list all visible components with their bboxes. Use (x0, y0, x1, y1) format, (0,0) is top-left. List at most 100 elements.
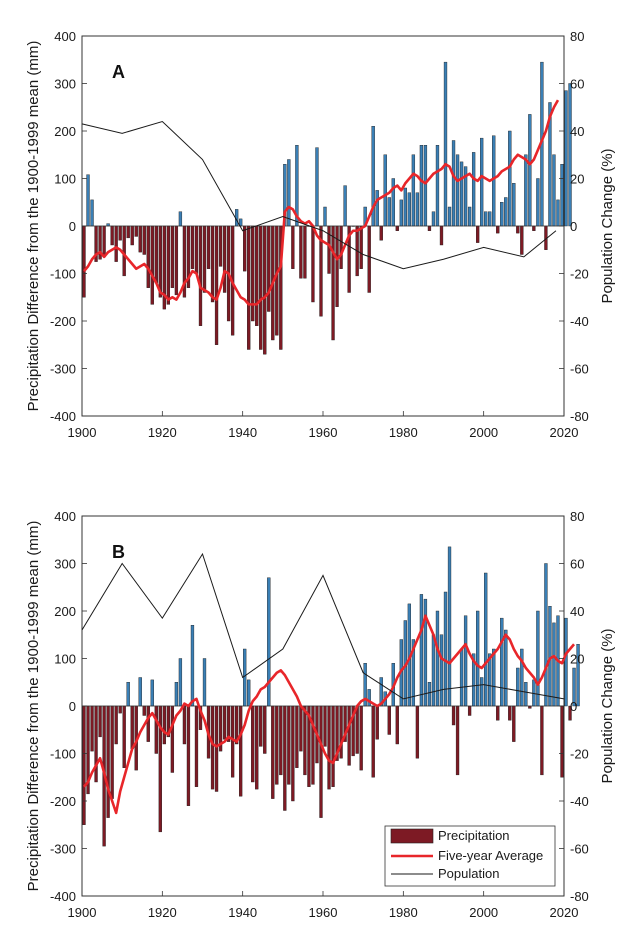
precipitation-bar (162, 705, 166, 745)
y-tick: -200 (50, 794, 76, 809)
y-tick: -400 (50, 409, 76, 424)
precipitation-bar (331, 225, 335, 341)
panel-b: B 400 300 200 100 0 -100 -200 -300 -400 … (25, 509, 616, 920)
precipitation-bar (399, 199, 403, 227)
precipitation-bar (492, 648, 496, 707)
precipitation-bar (291, 225, 295, 269)
precipitation-bar (552, 622, 556, 707)
precipitation-bar (343, 185, 347, 227)
precipitation-bar (174, 682, 179, 707)
precipitation-bar (516, 225, 520, 234)
precipitation-bar (110, 225, 114, 246)
precipitation-bar (275, 225, 279, 336)
precipitation-bar (419, 145, 424, 227)
precipitation-bar (395, 225, 399, 231)
y2-tick: -40 (570, 314, 589, 329)
precipitation-bar (295, 705, 299, 768)
precipitation-bar (435, 145, 440, 227)
precipitation-bar (303, 705, 307, 776)
precipitation-bar (564, 617, 568, 707)
y-tick: 0 (69, 699, 76, 714)
precipitation-bar (247, 679, 251, 707)
precipitation-bar (339, 225, 343, 269)
precipitation-bar (459, 161, 464, 227)
precipitation-bar (560, 705, 564, 778)
precipitation-bar (311, 705, 315, 785)
precipitation-bar (291, 705, 295, 802)
precipitation-bar (375, 190, 379, 227)
precipitation-bar (222, 225, 227, 293)
precipitation-bar (423, 145, 428, 227)
precipitation-bar (303, 225, 307, 279)
precipitation-bar (210, 225, 215, 303)
y2-tick: 20 (570, 652, 584, 667)
legend-population-label: Population (438, 866, 499, 881)
precipitation-bar (279, 705, 283, 776)
precipitation-bar (492, 135, 496, 227)
precipitation-bar (451, 140, 456, 227)
y-tick: 100 (54, 652, 76, 667)
precipitation-bar (383, 154, 387, 227)
precipitation-bar (110, 705, 114, 799)
precipitation-bar (194, 225, 199, 274)
y-tick: -100 (50, 267, 76, 282)
precipitation-bar (230, 705, 235, 778)
precipitation-bar (154, 705, 158, 754)
x-tick: 2000 (469, 905, 498, 920)
precipitation-bar (287, 705, 291, 785)
precipitation-bar (150, 225, 154, 305)
precipitation-bar (150, 679, 154, 707)
precipitation-bar (218, 225, 223, 267)
precipitation-bar (271, 705, 275, 799)
precipitation-bar (496, 225, 500, 234)
precipitation-bar (407, 192, 412, 227)
precipitation-bar (243, 648, 247, 707)
precipitation-bar (134, 225, 138, 237)
precipitation-bar (323, 206, 327, 227)
precipitation-bar (255, 225, 259, 326)
precipitation-bar (118, 225, 122, 241)
precipitation-bar (327, 705, 331, 790)
x-tick: 1920 (148, 905, 177, 920)
precipitation-bar (355, 705, 359, 754)
precipitation-bar (379, 225, 383, 241)
y2-tick: -20 (570, 267, 589, 282)
precipitation-bar (367, 225, 371, 293)
x-tick: 1900 (68, 905, 97, 920)
precipitation-bar (182, 705, 187, 745)
x-tick: 1960 (309, 905, 338, 920)
legend: Precipitation Five-year Average Populati… (384, 825, 556, 887)
precipitation-bar (146, 225, 150, 288)
population-line (81, 552, 565, 700)
precipitation-bar (142, 225, 146, 255)
x-tick: 1960 (309, 425, 338, 440)
precipitation-bar (198, 225, 203, 326)
precipitation-bar (431, 211, 436, 227)
precipitation-bar (484, 572, 488, 707)
precipitation-bar (427, 682, 432, 707)
x-tick: 2020 (550, 905, 579, 920)
precipitation-bar (251, 225, 255, 322)
precipitation-bar (512, 183, 516, 227)
precipitation-bar (411, 154, 416, 227)
precipitation-bar (194, 705, 199, 787)
y2-tick: -20 (570, 747, 589, 762)
precipitation-bar (255, 705, 259, 790)
precipitation-bar (508, 705, 512, 721)
precipitation-bar (158, 225, 162, 298)
precipitation-bar (267, 577, 271, 707)
y2-tick: 80 (570, 29, 584, 44)
precipitation-bar (347, 705, 351, 766)
y2-tick: 80 (570, 509, 584, 524)
precipitation-bar (315, 147, 319, 227)
precipitation-bar (210, 705, 215, 790)
x-tick: 1920 (148, 425, 177, 440)
precipitation-bar (476, 225, 480, 243)
precipitation-bar (82, 225, 86, 298)
precipitation-bar (206, 225, 211, 269)
precipitation-bar (287, 159, 291, 227)
precipitation-bar (202, 225, 207, 293)
precipitation-bar (311, 225, 315, 303)
precipitation-bar (190, 625, 195, 707)
